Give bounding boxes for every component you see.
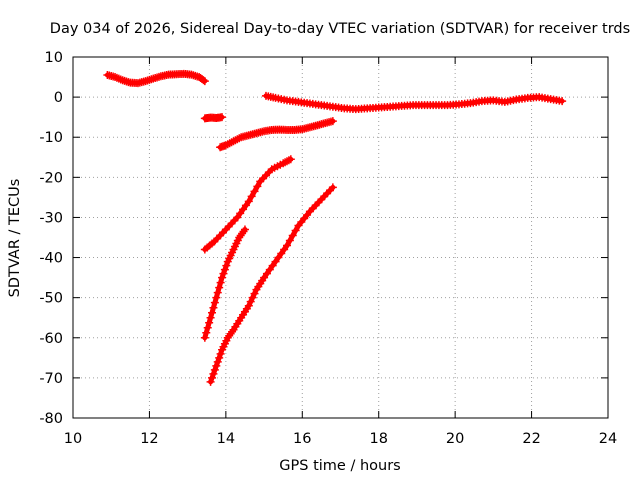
data-point-marker [212,293,221,302]
grid-lines [73,57,608,418]
series-track-7 [206,183,337,386]
data-point-marker [236,209,245,218]
data-point-marker [328,117,337,126]
series-band [208,184,336,385]
data-point-marker [213,288,222,297]
x-tick-label: 12 [140,431,158,447]
x-tick-label: 16 [293,431,311,447]
data-point-marker [218,113,227,122]
data-point-marker [558,97,567,106]
series-track-2 [200,113,227,123]
y-tick-label: -40 [39,251,63,267]
series-track-5 [200,155,295,254]
data-series [103,69,567,386]
data-point-marker [206,313,215,322]
series-track-6 [200,225,249,342]
x-tick-label: 24 [599,431,617,447]
data-point-marker [240,225,249,234]
y-tick-label: -60 [39,331,63,347]
data-point-marker [210,298,219,307]
x-axis-label: GPS time / hours [279,458,400,474]
data-point-marker [250,187,259,196]
data-point-marker [220,265,229,274]
data-point-marker [203,323,212,332]
y-tick-label: -70 [39,371,63,387]
y-tick-label: -50 [39,291,63,307]
data-point-marker [244,301,253,310]
data-point-marker [215,353,224,362]
y-tick-label: -10 [39,130,63,146]
y-tick-label: -20 [39,170,63,186]
y-axis-label: SDTVAR / TECUs [7,179,23,298]
y-tick-label: -30 [39,210,63,226]
x-tick-label: 20 [446,431,464,447]
data-point-marker [208,373,217,382]
data-point-marker [200,333,209,342]
data-point-marker [291,226,300,235]
x-tick-label: 18 [369,431,387,447]
data-point-marker [271,257,280,266]
data-point-marker [328,183,337,192]
data-point-marker [210,365,219,374]
data-point-marker [268,261,277,270]
data-point-marker [239,205,248,214]
plot-frame [72,56,609,419]
data-point-marker [265,265,274,274]
data-point-marker [209,369,218,378]
data-point-marker [216,349,225,358]
data-point-marker [241,201,250,210]
data-point-marker [286,155,295,164]
x-tick-label: 10 [64,431,82,447]
data-point-marker [216,278,225,287]
data-point-marker [218,273,227,282]
data-point-marker [260,273,269,282]
series-track-4 [216,117,337,152]
data-point-marker [285,236,294,245]
data-point-marker [205,318,214,327]
data-point-marker [244,197,253,206]
data-point-marker [222,261,231,270]
data-point-marker [114,74,123,83]
data-point-marker [219,269,228,278]
series-track-1 [103,69,209,88]
data-point-marker [233,213,242,222]
data-point-marker [248,293,257,302]
data-point-marker [200,77,209,86]
x-tick-label: 14 [217,431,235,447]
data-point-marker [111,73,120,82]
data-point-marker [206,377,215,386]
data-point-marker [199,76,208,85]
data-point-marker [246,297,255,306]
series-track-3 [261,91,567,114]
chart-title: Day 034 of 2026, Sidereal Day-to-day VTE… [50,21,630,37]
axis-ticks: 10 12 14 16 18 20 22 24 10 0 -10 -20 -30 -40 -50 -60 -70… [39,50,617,447]
data-point-marker [277,249,286,258]
x-tick-label: 22 [522,431,540,447]
data-point-marker [280,245,289,254]
data-point-marker [262,269,271,278]
data-point-marker [215,283,224,292]
data-point-marker [284,156,293,165]
y-tick-label: 0 [54,90,63,106]
data-point-marker [213,357,222,366]
y-tick-label: 10 [45,50,63,66]
y-tick-label: -80 [39,411,63,427]
data-point-marker [247,192,256,201]
data-point-marker [116,75,125,84]
data-point-marker [288,231,297,240]
data-point-marker [209,303,218,312]
data-point-marker [274,253,283,262]
data-point-marker [212,361,221,370]
data-point-marker [283,241,291,250]
data-point-marker [253,182,262,191]
data-point-marker [208,308,217,317]
data-point-marker [235,134,244,143]
data-point-marker [250,289,259,298]
data-point-marker [202,328,211,337]
data-point-marker [112,73,121,82]
